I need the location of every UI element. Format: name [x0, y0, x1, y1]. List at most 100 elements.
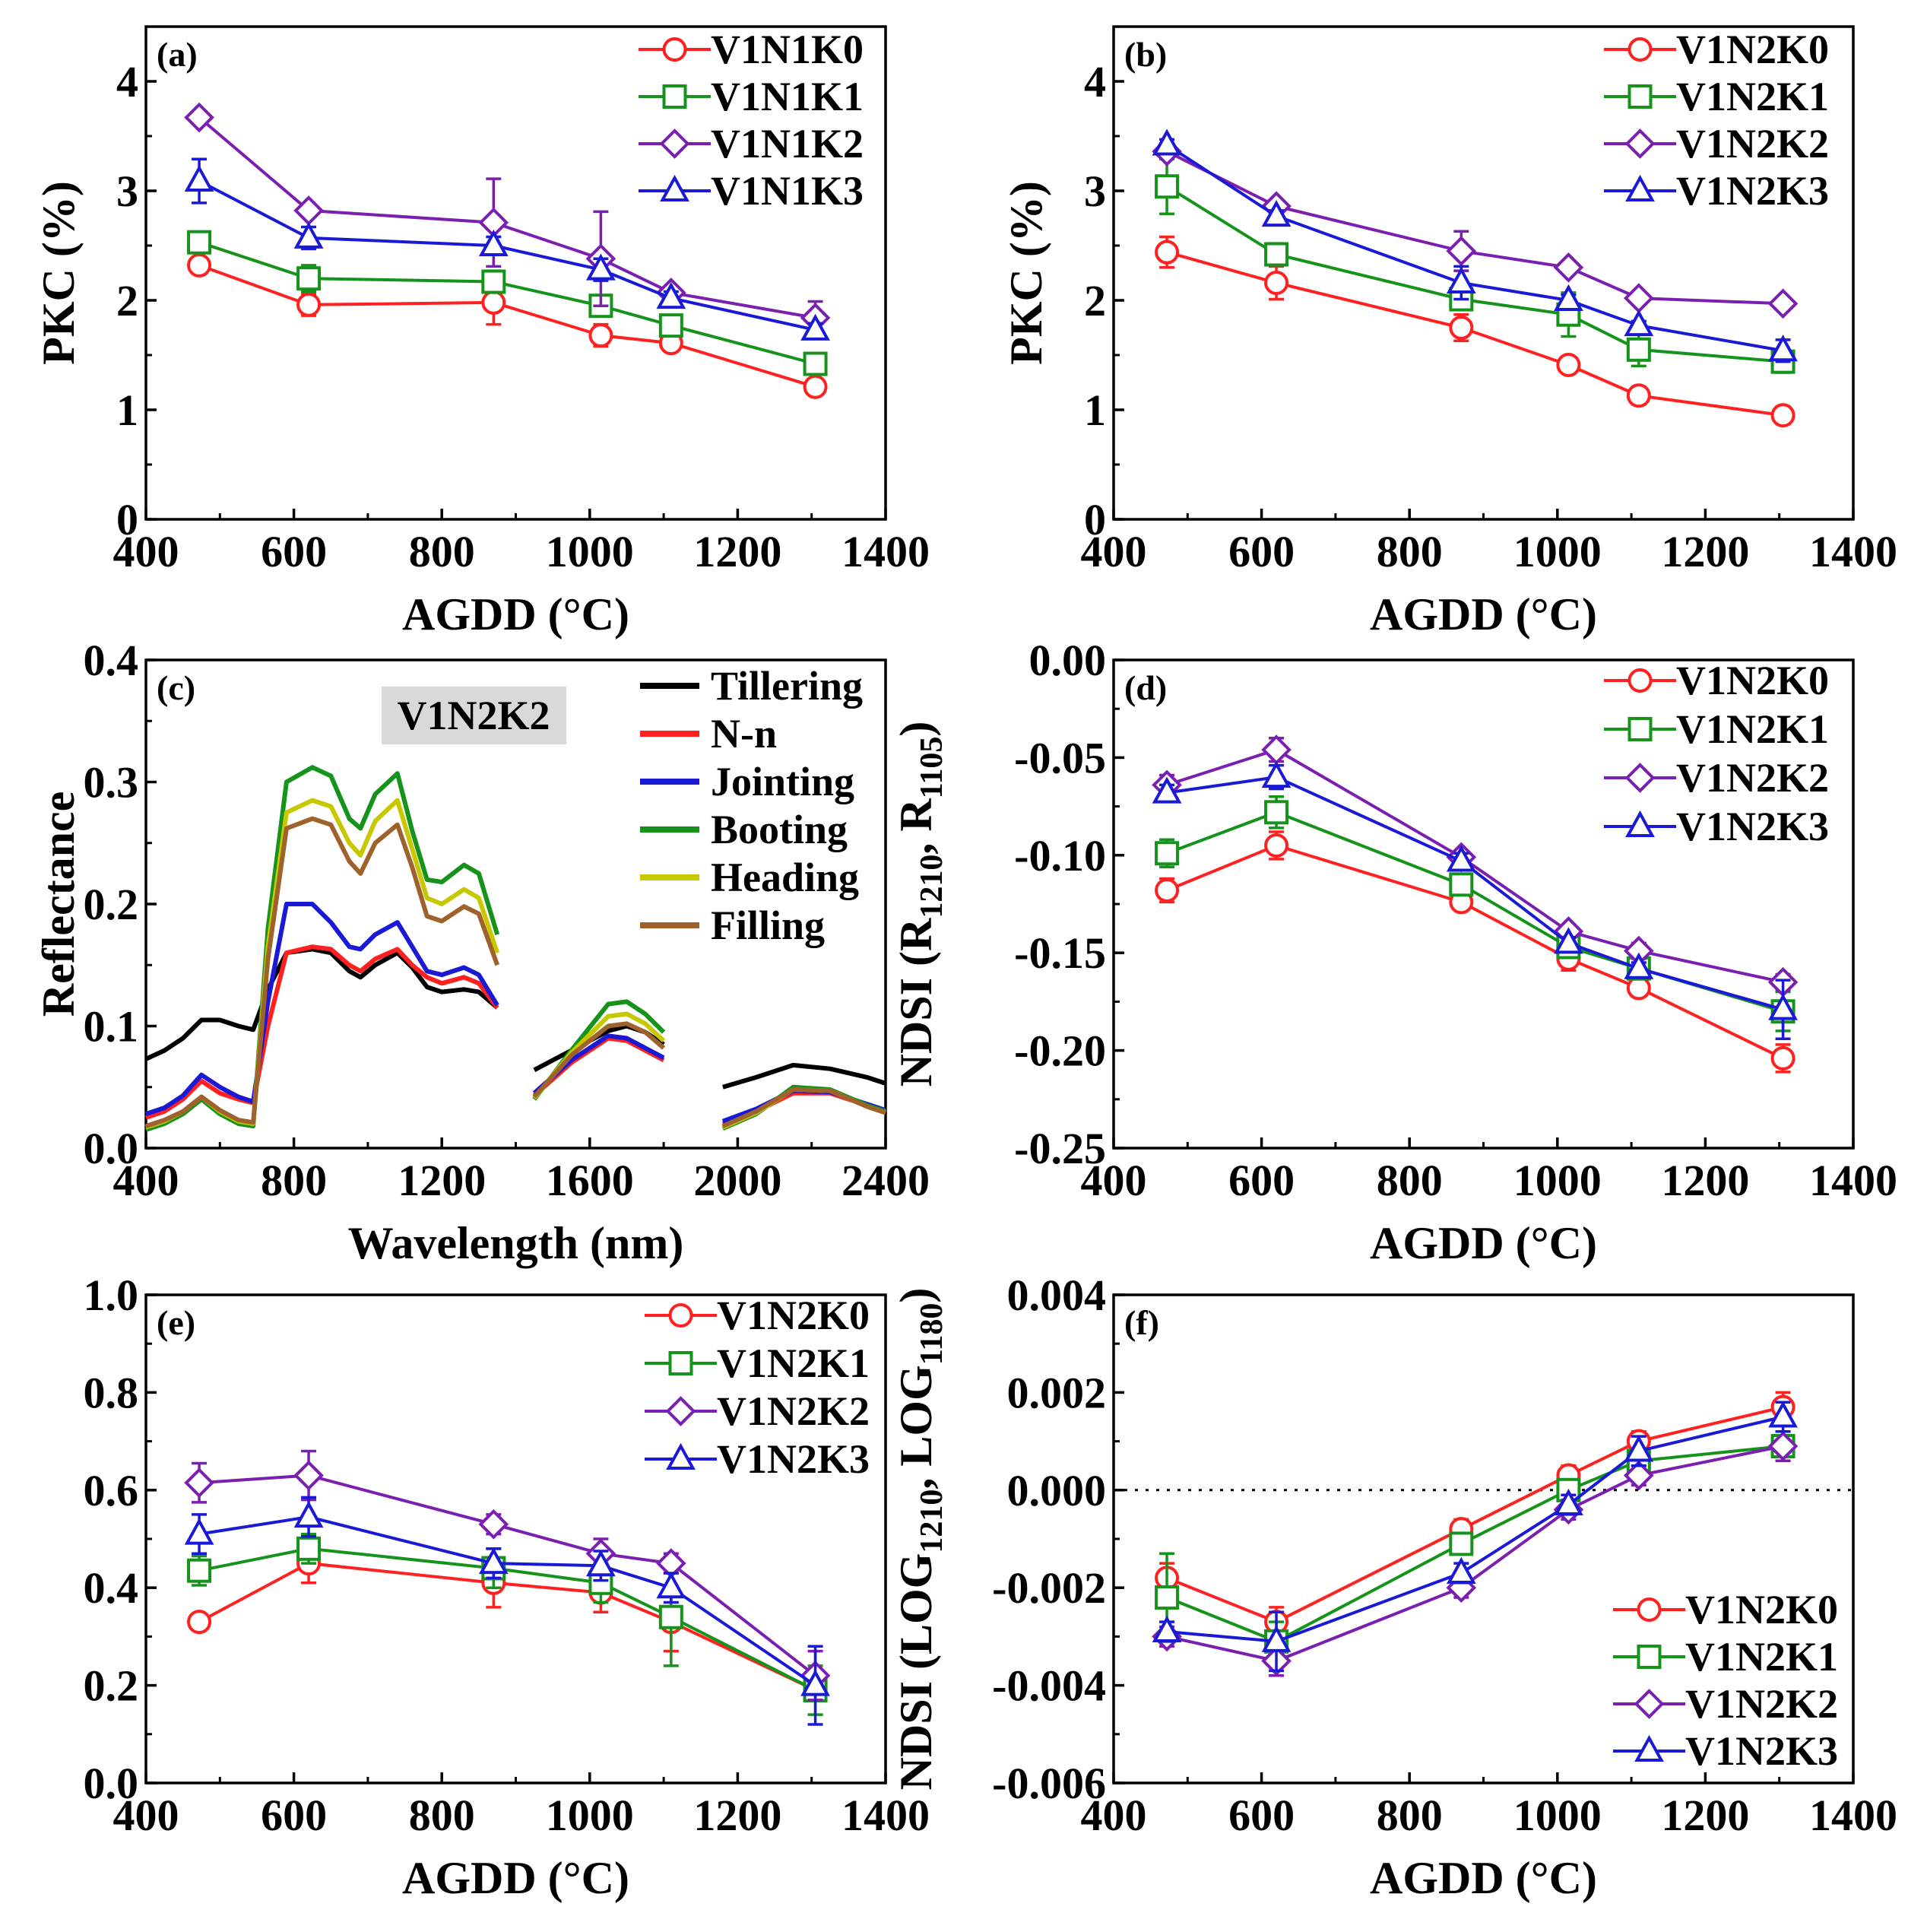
y-axis-label-part: NDSI (LOG	[891, 1553, 941, 1791]
legend-marker-V1N2K1	[668, 1351, 693, 1375]
data-point-V1N2K3	[1446, 266, 1476, 293]
x-tick-label: 1000	[546, 1791, 634, 1840]
legend-label: V1N2K1	[1676, 74, 1829, 119]
x-tick-label: 800	[1377, 1156, 1443, 1205]
x-axis-label: AGDD (°C)	[1370, 1218, 1597, 1268]
legend-marker-V1N2K0	[1627, 37, 1653, 62]
data-point-V1N2K3	[1446, 845, 1476, 872]
spectrum-line-Heading	[532, 1011, 666, 1100]
legend-marker-V1N2K0	[1637, 1597, 1662, 1622]
x-tick-label: 2400	[841, 1156, 930, 1205]
legend-label: V1N2K0	[1676, 658, 1829, 703]
legend-label: V1N2K2	[1685, 1681, 1838, 1727]
x-axis-label: AGDD (°C)	[1370, 589, 1597, 639]
y-axis-label: NDSI (R1210, R1105)	[891, 722, 949, 1087]
y-tick-label: 0.4	[84, 1563, 139, 1613]
y-tick-label: 0.2	[84, 880, 139, 929]
y-tick-label: 4	[1084, 57, 1106, 106]
x-axis-label: Wavelength (nm)	[348, 1218, 684, 1268]
y-axis-label: NDSI (LOG1210, LOG1180)	[891, 1288, 949, 1791]
y-tick-label: -0.15	[1014, 928, 1106, 978]
legend-label: V1N2K1	[1685, 1634, 1838, 1680]
data-point-V1N1K3	[184, 164, 214, 192]
data-point-V1N2K3	[1152, 1615, 1182, 1642]
series-line-V1N2K3	[1166, 143, 1783, 353]
data-point-V1N1K3	[478, 229, 509, 256]
data-point-V1N2K3	[1768, 1401, 1798, 1428]
series-line-V1N1K1	[198, 240, 816, 366]
annotation-box	[382, 687, 566, 744]
x-tick-label: 2000	[693, 1156, 781, 1205]
legend-marker-V1N1K3	[660, 174, 689, 201]
panel-label: (e)	[157, 1303, 195, 1342]
x-tick-label: 400	[1081, 1156, 1147, 1205]
data-point-V1N2K3	[1152, 128, 1182, 156]
y-tick-label: 0	[116, 495, 138, 544]
legend-label: V1N2K1	[717, 1340, 870, 1386]
x-tick-label: 600	[1228, 1156, 1295, 1205]
data-point-V1N2K0	[1770, 403, 1795, 428]
data-point-V1N1K1	[296, 266, 322, 291]
x-tick-label: 600	[1228, 1791, 1295, 1840]
data-point-V1N2K3	[1152, 776, 1182, 804]
x-tick-label: 1200	[1661, 1156, 1749, 1205]
y-tick-label: -0.05	[1014, 733, 1106, 782]
data-point-V1N2K1	[658, 1604, 683, 1629]
data-point-V1N1K3	[586, 253, 616, 281]
series-line-V1N2K0	[1166, 250, 1783, 417]
x-tick-label: 1600	[546, 1156, 634, 1205]
x-tick-label: 1200	[693, 527, 781, 576]
data-point-V1N1K2	[184, 102, 214, 133]
series-line-V1N1K3	[198, 179, 816, 332]
data-point-V1N2K1	[1155, 1585, 1180, 1610]
series-line-V1N2K2	[1166, 1445, 1783, 1663]
panel-b: 400 600 800 1000 1200 1400 0 1 2 3 4 AGDD (°C) PKC (…	[1001, 25, 1897, 639]
data-point-V1N2K0	[1770, 1045, 1795, 1071]
y-tick-label: 0.8	[84, 1368, 139, 1417]
y-tick-label: 3	[1084, 167, 1106, 216]
x-tick-label: 600	[261, 527, 327, 576]
spectrum-line-Tillering	[722, 1062, 886, 1090]
x-tick-label: 400	[1081, 1791, 1147, 1840]
data-point-V1N2K3	[800, 1669, 830, 1696]
data-point-V1N1K3	[656, 281, 686, 309]
legend-label: V1N2K0	[717, 1293, 870, 1338]
data-point-V1N2K0	[1264, 270, 1289, 295]
panel-label: (f)	[1124, 1303, 1159, 1342]
panel-label: (d)	[1124, 668, 1167, 707]
x-tick-label: 400	[113, 1791, 179, 1840]
y-tick-label: 1	[116, 385, 138, 435]
y-tick-label: 0.2	[84, 1661, 139, 1711]
x-tick-label: 800	[409, 1791, 475, 1840]
data-point-V1N2K0	[1626, 383, 1651, 408]
series-line-V1N2K0	[1166, 1405, 1784, 1624]
data-point-V1N2K1	[1449, 1531, 1474, 1556]
y-axis-label-part: )	[891, 722, 941, 737]
panel-c: 400 800 1200 1600 2000 2400 0.0 0.1 0.2 0.3 0.4 Wav…	[33, 636, 930, 1268]
legend-label: V1N1K3	[711, 168, 864, 214]
data-point-V1N1K3	[293, 221, 324, 249]
legend-label: V1N2K2	[1676, 121, 1829, 167]
data-point-V1N2K3	[1554, 927, 1583, 954]
y-axis-label-part: , R	[891, 798, 941, 855]
data-point-V1N1K1	[187, 230, 212, 255]
x-tick-label: 1400	[1809, 527, 1897, 576]
data-point-V1N2K3	[656, 1572, 686, 1599]
data-point-V1N2K3	[1624, 1435, 1654, 1462]
series-line-V1N1K2	[198, 116, 816, 319]
data-point-V1N1K0	[481, 290, 506, 315]
panel-a: 400 600 800 1000 1200 1400 0 1 2 3 4 AGDD (°C) PKC (…	[33, 25, 930, 639]
series-line-V1N2K0	[1166, 843, 1784, 1060]
panel-d: 400 600 800 1000 1200 1400 -0.25 -0.20 -0.15 -0.1…	[891, 636, 1897, 1268]
data-point-V1N2K1	[296, 1536, 322, 1561]
legend-marker-V1N2K0	[1627, 668, 1653, 693]
y-tick-label: 2	[116, 276, 138, 325]
series-line-V1N2K2	[198, 1474, 816, 1677]
x-tick-label: 800	[261, 1156, 327, 1205]
legend-label: N-n	[711, 711, 777, 757]
legend-label: V1N1K1	[711, 74, 864, 119]
series-V1N2K3	[1152, 128, 1798, 363]
legend-label: Tillering	[711, 663, 863, 709]
spectrum-line-Jointing	[532, 1033, 665, 1096]
x-tick-label: 1200	[398, 1156, 486, 1205]
